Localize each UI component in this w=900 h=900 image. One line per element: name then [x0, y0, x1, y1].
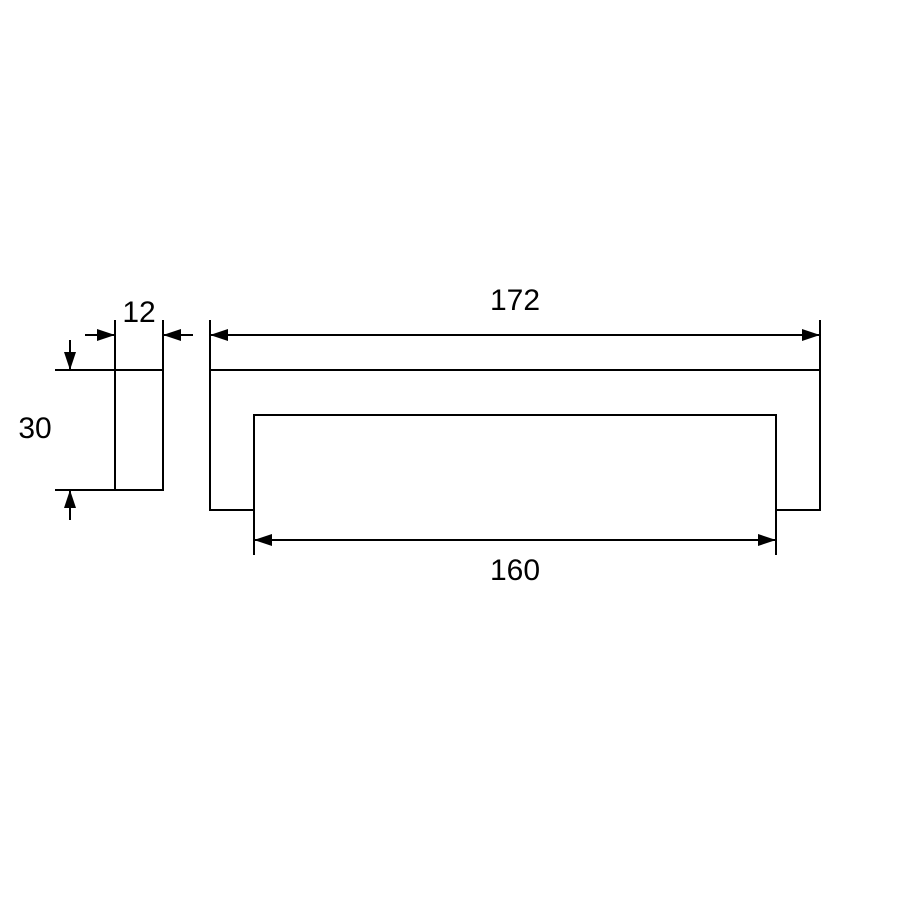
dimension-label: 12: [122, 296, 155, 329]
dimension-label: 30: [18, 412, 51, 445]
dimension-label: 160: [490, 554, 540, 587]
dimension-label: 172: [490, 284, 540, 317]
technical-drawing: 172 160 12 30: [0, 0, 900, 900]
